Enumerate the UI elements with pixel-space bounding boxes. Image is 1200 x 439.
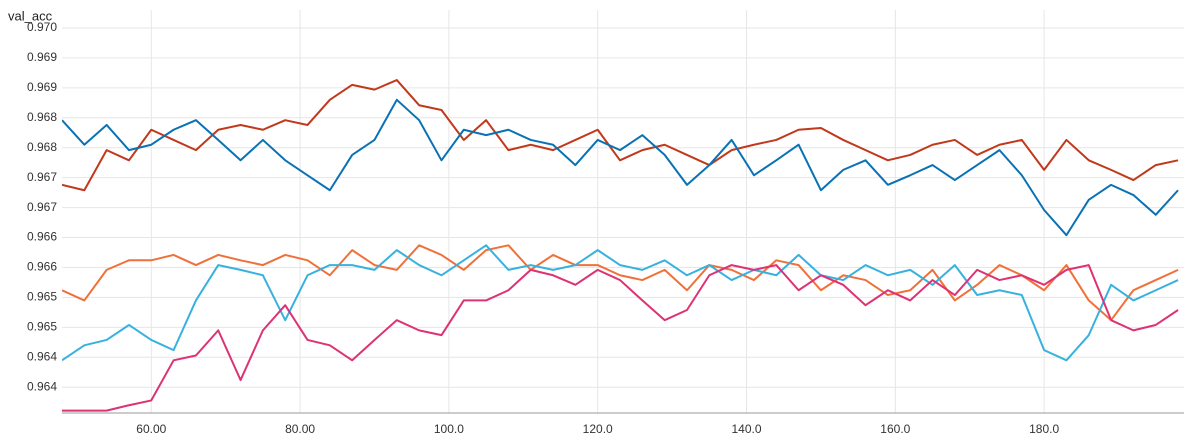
y-tick-label: 0.968 <box>27 140 57 154</box>
y-tick-label: 0.965 <box>27 290 57 304</box>
y-tick-label: 0.964 <box>27 349 57 363</box>
grid: 0.970 0.969 0.969 0.968 0.968 0.967 0.967 0.966… <box>27 10 1184 436</box>
y-tick-label: 0.966 <box>27 230 57 244</box>
y-tick-label: 0.965 <box>27 320 57 334</box>
y-tick-label: 0.966 <box>27 260 57 274</box>
x-tick-label: 100.0 <box>434 422 464 436</box>
y-tick-label: 0.969 <box>27 50 57 64</box>
series-line <box>62 98 1179 237</box>
series-line <box>62 264 1179 412</box>
x-tick-label: 160.0 <box>880 422 910 436</box>
y-tick-label: 0.970 <box>27 20 57 34</box>
chart-title: val_acc <box>8 8 53 23</box>
x-tick-label: 120.0 <box>583 422 613 436</box>
y-tick-label: 0.968 <box>27 110 57 124</box>
x-tick-label: 180.0 <box>1029 422 1059 436</box>
x-tick-label: 140.0 <box>731 422 761 436</box>
series-line <box>62 244 1179 322</box>
y-tick-label: 0.969 <box>27 80 57 94</box>
lines <box>62 79 1179 412</box>
x-tick-label: 80.00 <box>285 422 315 436</box>
series-line <box>62 244 1179 362</box>
y-tick-label: 0.964 <box>27 379 57 393</box>
x-tick-label: 60.00 <box>136 422 166 436</box>
y-tick-label: 0.967 <box>27 200 57 214</box>
series-line <box>62 79 1179 192</box>
y-tick-label: 0.967 <box>27 170 57 184</box>
